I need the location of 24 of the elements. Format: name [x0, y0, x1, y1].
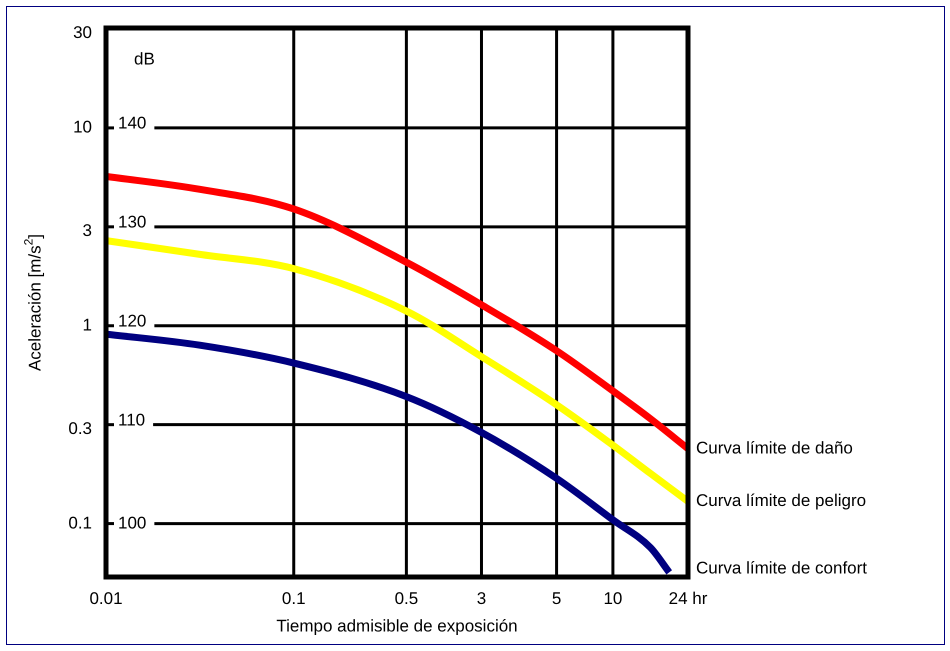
- y-tick-label: 3: [82, 221, 92, 240]
- y-tick-label: 1: [82, 316, 92, 335]
- series-label: Curva límite de daño: [696, 438, 853, 458]
- x-tick-label: 0.1: [282, 588, 306, 608]
- x-tick-label: 10: [603, 588, 622, 608]
- y2-tick-label: 100: [118, 513, 146, 532]
- y-tick-label: 30: [73, 23, 92, 42]
- x-tick-label: 24 hr: [668, 588, 708, 608]
- y-tick-label: 0.1: [68, 514, 92, 533]
- series-label: Curva límite de peligro: [696, 491, 866, 510]
- y-axis-title: Aceleración [m/s2]: [22, 234, 45, 372]
- y2-tick-label: 130: [118, 212, 146, 232]
- y-tick-label: 10: [73, 118, 92, 137]
- x-tick-label: 0.5: [394, 588, 418, 608]
- y2-axis-title: dB: [134, 50, 155, 69]
- x-tick-label: 5: [552, 588, 562, 608]
- y2-tick-label: 120: [118, 311, 146, 330]
- y-tick-label: 0.3: [68, 419, 92, 438]
- y2-tick-label: 110: [118, 410, 146, 430]
- x-axis-title: Tiempo admisible de exposición: [276, 616, 518, 636]
- x-tick-label: 0.01: [89, 588, 123, 608]
- series-label: Curva límite de confort: [696, 558, 868, 578]
- y2-tick-label: 140: [118, 114, 146, 133]
- x-tick-label: 3: [476, 588, 486, 608]
